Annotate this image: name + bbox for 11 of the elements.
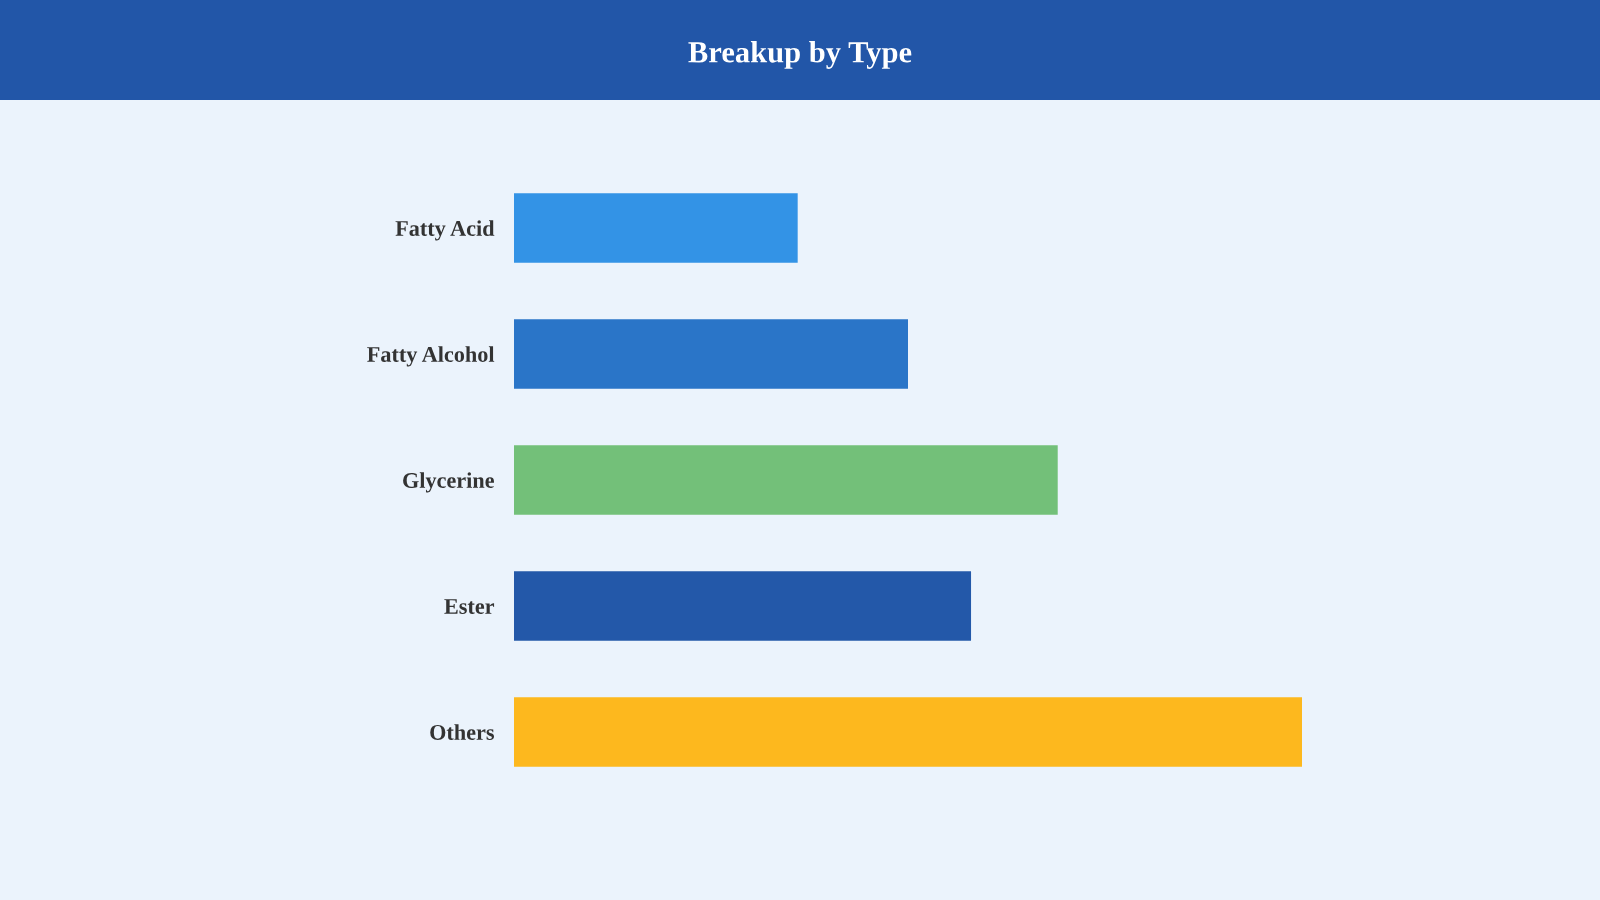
bar bbox=[514, 193, 798, 263]
y-tick-label: Others bbox=[430, 724, 495, 740]
bar bbox=[514, 697, 1302, 767]
y-tick-label: Ester bbox=[444, 599, 495, 614]
y-tick-label: Fatty Alcohol bbox=[367, 346, 495, 367]
y-tick-label: Glycerine bbox=[403, 472, 494, 493]
bar bbox=[514, 319, 908, 389]
chart-title: Breakup by Type bbox=[688, 41, 912, 69]
bar bbox=[514, 571, 972, 641]
bar bbox=[514, 445, 1058, 515]
y-tick-label: Fatty Acid bbox=[395, 220, 495, 241]
